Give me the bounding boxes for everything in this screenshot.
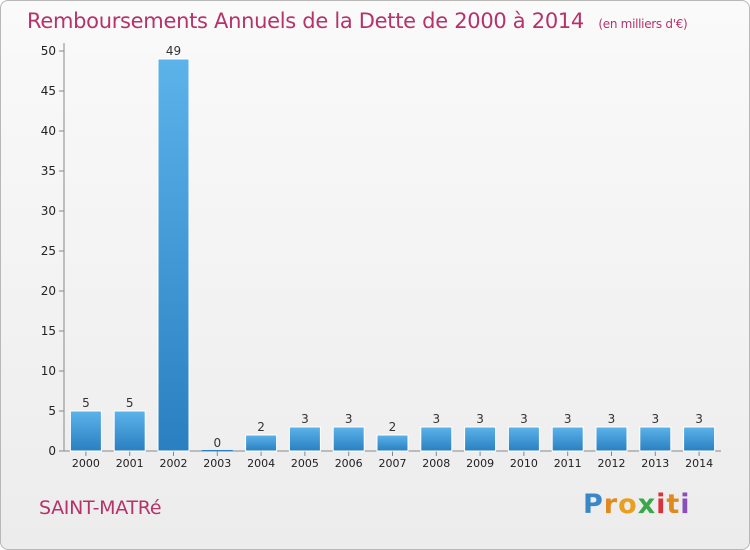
y-tick-label: 50 xyxy=(41,44,56,58)
data-label-2004: 2 xyxy=(257,420,265,434)
y-tick-label: 20 xyxy=(41,284,56,298)
data-label-2005: 3 xyxy=(301,412,309,426)
logo-letter: x xyxy=(637,489,657,520)
x-tick-label: 2006 xyxy=(335,457,363,470)
logo-letter: P xyxy=(583,489,604,520)
x-tick-label: 2001 xyxy=(116,457,144,470)
logo-letter: i xyxy=(656,489,667,520)
data-label-2014: 3 xyxy=(695,412,703,426)
x-tick-label: 2007 xyxy=(379,457,407,470)
bar-2001 xyxy=(113,410,146,452)
data-label-2008: 3 xyxy=(432,412,440,426)
y-tick-label: 10 xyxy=(41,364,56,378)
bar-2007 xyxy=(376,434,409,452)
commune-name: SAINT-MATRé xyxy=(39,497,162,519)
bar-2012 xyxy=(595,426,628,452)
bar-2011 xyxy=(551,426,584,452)
bar-2002 xyxy=(157,58,190,452)
bar-2000 xyxy=(69,410,102,452)
bar-2009 xyxy=(464,426,497,452)
data-label-2013: 3 xyxy=(651,412,659,426)
bar-2004 xyxy=(245,434,278,452)
y-tick-label: 25 xyxy=(41,244,56,258)
logo-letter: r xyxy=(603,489,619,520)
bars: 5 5 49 0 2 3 3 2 3 3 3 3 3 3 3 xyxy=(69,44,716,452)
bar-2005 xyxy=(288,426,321,452)
chart-subtitle: (en milliers d'€) xyxy=(598,17,688,31)
x-tick-label: 2005 xyxy=(291,457,319,470)
data-label-2011: 3 xyxy=(564,412,572,426)
data-label-2012: 3 xyxy=(608,412,616,426)
chart-title-text: Remboursements Annuels de la Dette de 20… xyxy=(27,9,584,33)
y-tick-label: 0 xyxy=(48,444,56,458)
x-tick-label: 2002 xyxy=(160,457,188,470)
x-tick-label: 2014 xyxy=(685,457,713,470)
bar-2013 xyxy=(639,426,672,452)
y-tick-label: 15 xyxy=(41,324,56,338)
data-label-2006: 3 xyxy=(345,412,353,426)
x-tick-label: 2008 xyxy=(422,457,450,470)
y-tick-label: 5 xyxy=(48,404,56,418)
data-label-2001: 5 xyxy=(126,396,134,410)
data-label-2009: 3 xyxy=(476,412,484,426)
x-tick-label: 2003 xyxy=(203,457,231,470)
x-tick-label: 2011 xyxy=(554,457,582,470)
logo-letter: i xyxy=(680,489,691,520)
x-tick-label: 2012 xyxy=(598,457,626,470)
bar-2014 xyxy=(683,426,716,452)
data-label-2003: 0 xyxy=(213,436,221,450)
x-tick-label: 2010 xyxy=(510,457,538,470)
x-tick-label: 2004 xyxy=(247,457,275,470)
x-tick-label: 2013 xyxy=(641,457,669,470)
bar-2008 xyxy=(420,426,453,452)
proxiti-logo[interactable]: Proxiti xyxy=(583,489,691,520)
bar-2010 xyxy=(507,426,540,452)
y-tick-label: 35 xyxy=(41,164,56,178)
data-label-2000: 5 xyxy=(82,396,90,410)
logo-letter: t xyxy=(666,489,681,520)
y-tick-label: 45 xyxy=(41,84,56,98)
x-tick-label: 2009 xyxy=(466,457,494,470)
data-label-2002: 49 xyxy=(166,44,181,58)
y-tick-label: 40 xyxy=(41,124,56,138)
y-tick-label: 30 xyxy=(41,204,56,218)
data-label-2007: 2 xyxy=(389,420,397,434)
chart-title: Remboursements Annuels de la Dette de 20… xyxy=(27,9,688,33)
logo-letter: o xyxy=(618,489,638,520)
data-label-2010: 3 xyxy=(520,412,528,426)
bar-2006 xyxy=(332,426,365,452)
x-tick-label: 2000 xyxy=(72,457,100,470)
